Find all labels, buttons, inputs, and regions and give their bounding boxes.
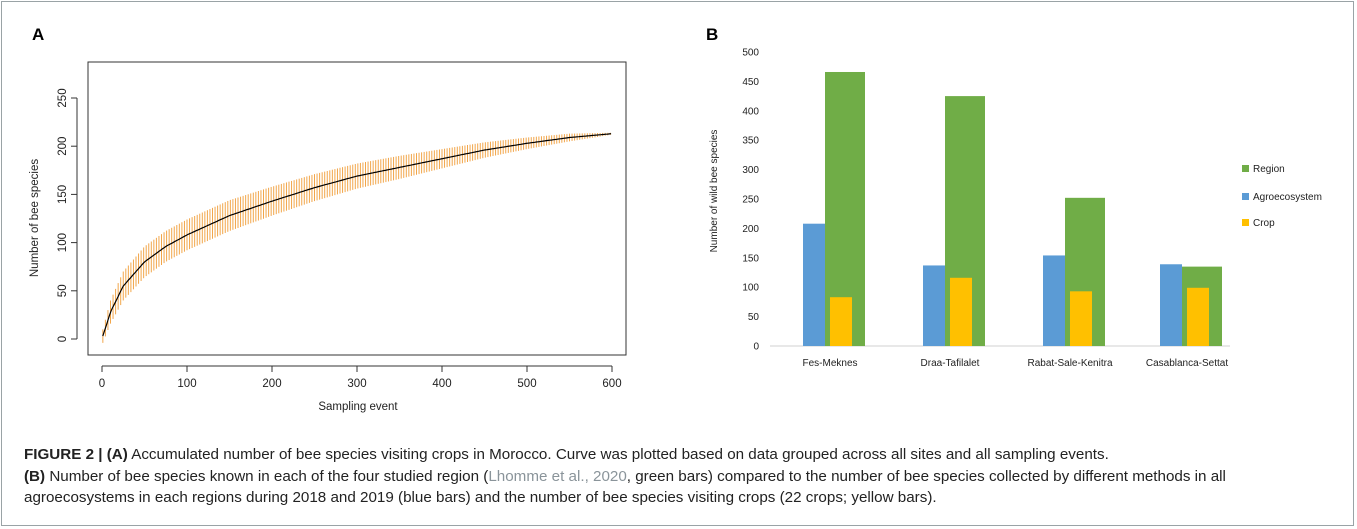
- panel-b-label: B: [706, 25, 718, 44]
- caption-text-b2: , green bars) compared to the number of …: [24, 467, 1226, 507]
- bar-agroecosystem: [1160, 264, 1182, 346]
- y-tick-label: 200: [57, 137, 69, 156]
- y-tick-label: 50: [748, 312, 760, 323]
- caption-text-a: Accumulated number of bee species visiti…: [127, 446, 1109, 463]
- panel-b-bars: [803, 71, 1222, 346]
- y-tick-label: 350: [742, 136, 759, 147]
- x-tick-label: 500: [517, 378, 536, 390]
- figure-caption: FIGURE 2 | (A) Accumulated number of bee…: [24, 444, 1339, 509]
- y-tick-label: 500: [742, 48, 759, 59]
- panel-b-y-axis-label: Number of wild bee species: [709, 130, 720, 253]
- bar-crop: [1187, 287, 1209, 346]
- panel-a-chart: 0 100 200 300 400 500 600 0 50 100 150 200 250 Samp…: [29, 61, 627, 413]
- panel-a-y-ticks: 0 50 100 150 200 250: [57, 88, 78, 342]
- caption-text-b1: Number of bee species known in each of t…: [45, 467, 489, 485]
- y-tick-label: 100: [57, 233, 69, 252]
- y-tick-label: 250: [57, 88, 69, 107]
- legend-swatch: [1242, 165, 1249, 172]
- caption-label: FIGURE 2 | (A): [24, 446, 128, 463]
- bar-agroecosystem: [923, 265, 945, 346]
- y-tick-label: 150: [742, 253, 759, 264]
- legend-label: Region: [1253, 164, 1285, 175]
- panel-b-category-labels: Fes-Meknes Draa-Tafilalet Rabat-Sale-Kenit…: [802, 358, 1228, 369]
- legend-label: Agroecosystem: [1253, 192, 1322, 203]
- category-label: Draa-Tafilalet: [921, 358, 980, 369]
- category-label: Rabat-Sale-Kenitra: [1027, 358, 1112, 369]
- x-tick-label: 600: [602, 378, 621, 390]
- y-tick-label: 250: [742, 195, 759, 206]
- caption-label-b: (B): [24, 467, 46, 485]
- y-tick-label: 150: [57, 185, 69, 204]
- panel-a-x-axis-label: Sampling event: [318, 401, 398, 413]
- bar-crop: [950, 277, 972, 346]
- bar-agroecosystem: [803, 223, 825, 346]
- category-label: Casablanca-Settat: [1146, 358, 1228, 369]
- panel-a-error-bars: [102, 132, 611, 343]
- y-tick-label: 50: [57, 284, 69, 297]
- panel-a-y-axis-label: Number of bee species: [29, 159, 41, 278]
- x-tick-label: 100: [177, 378, 196, 390]
- legend-swatch: [1242, 219, 1249, 226]
- bar-agroecosystem: [1043, 255, 1065, 346]
- bar-crop: [1070, 291, 1092, 346]
- x-tick-label: 0: [99, 378, 105, 390]
- y-tick-label: 0: [57, 336, 69, 342]
- panel-a-curve: [102, 133, 612, 337]
- y-tick-label: 200: [742, 224, 759, 235]
- panel-a-x-ticks: 0 100 200 300 400 500 600: [99, 365, 622, 390]
- y-tick-label: 400: [742, 106, 759, 117]
- y-tick-label: 100: [742, 283, 759, 294]
- x-tick-label: 400: [432, 378, 451, 390]
- y-tick-label: 450: [742, 77, 759, 88]
- legend-swatch: [1242, 193, 1249, 200]
- y-tick-label: 300: [742, 165, 759, 176]
- panel-b-legend: Region Agroecosystem Crop: [1242, 164, 1322, 229]
- category-label: Fes-Meknes: [802, 358, 857, 369]
- y-tick-label: 0: [753, 342, 759, 353]
- bar-crop: [830, 297, 852, 346]
- panel-a-plot-box: [87, 61, 627, 356]
- caption-citation-link[interactable]: Lhomme et al., 2020: [488, 467, 627, 485]
- panel-b-y-ticks: 0 50 100 150 200 250 300 350 400 450 500: [742, 48, 759, 353]
- x-tick-label: 200: [262, 378, 281, 390]
- legend-label: Crop: [1253, 218, 1275, 229]
- x-tick-label: 300: [347, 378, 366, 390]
- panel-b-chart: 0 50 100 150 200 250 300 350 400 450 500 Fes-Mekne…: [709, 48, 1322, 370]
- panel-a-label: A: [32, 25, 44, 44]
